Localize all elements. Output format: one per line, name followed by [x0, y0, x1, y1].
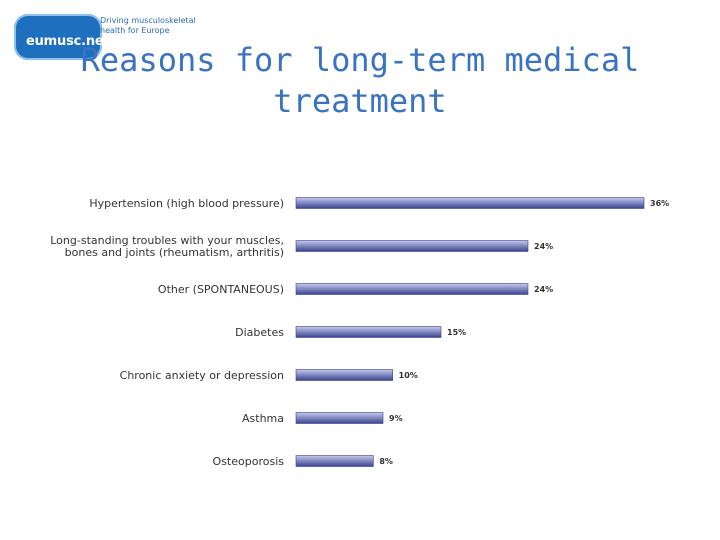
category-label: Osteoporosis [213, 455, 285, 468]
logo-tagline-line-2: health for Europe [100, 26, 170, 35]
value-label: 36% [650, 199, 669, 208]
eumusc-logo: eumusc.net Driving musculoskeletal healt… [8, 8, 208, 64]
bar [295, 455, 374, 467]
category-label: Chronic anxiety or depression [120, 369, 284, 382]
category-label: Diabetes [235, 326, 284, 339]
bar [295, 369, 393, 381]
value-label: 10% [399, 371, 418, 380]
logo-tagline: Driving musculoskeletal health for Europ… [100, 16, 208, 36]
category-label: bones and joints (rheumatism, arthritis) [65, 246, 284, 259]
value-label: 15% [447, 328, 466, 337]
bar [295, 326, 442, 338]
logo-badge: eumusc.net [14, 14, 110, 60]
slide-title-line-1: Reasons for long-term medical [80, 41, 640, 79]
bar [295, 283, 529, 295]
value-label: 8% [379, 457, 393, 466]
slide-title-line-2: treatment [273, 82, 447, 120]
bar [295, 240, 529, 252]
value-label: 9% [389, 414, 403, 423]
logo-tagline-line-1: Driving musculoskeletal [100, 16, 196, 25]
logo-badge-text: eumusc.net [26, 34, 110, 49]
category-label: Long-standing troubles with your muscles… [50, 234, 284, 247]
category-label: Other (SPONTANEOUS) [158, 283, 284, 296]
bar [295, 197, 645, 209]
category-label: Hypertension (high blood pressure) [89, 197, 284, 210]
category-label: Asthma [242, 412, 284, 425]
bar [295, 412, 384, 424]
value-label: 24% [534, 242, 553, 251]
slide-title: Reasons for long-term medical treatment [60, 40, 660, 122]
value-label: 24% [534, 285, 553, 294]
